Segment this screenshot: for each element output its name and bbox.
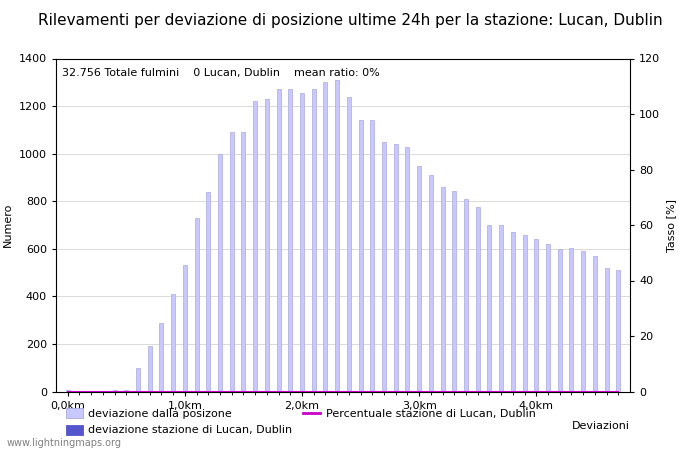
Bar (382, 142, 386, 392)
Bar (558, 249, 562, 392)
Y-axis label: Numero: Numero (4, 203, 13, 247)
Bar (358, 120, 363, 392)
Bar (265, 99, 269, 392)
Bar (616, 270, 620, 392)
Bar (171, 294, 175, 392)
Bar (440, 187, 444, 392)
Bar (288, 90, 293, 392)
Bar (124, 390, 128, 392)
Bar (241, 132, 246, 392)
Text: www.lightningmaps.org: www.lightningmaps.org (7, 438, 122, 448)
Bar (605, 268, 608, 392)
Bar (183, 266, 187, 392)
Bar (429, 175, 433, 392)
Bar (499, 225, 503, 392)
Bar (511, 232, 515, 392)
Bar (593, 256, 597, 392)
Bar (546, 244, 550, 392)
Y-axis label: Tasso [%]: Tasso [%] (666, 198, 675, 252)
Bar (346, 97, 351, 392)
Bar (534, 239, 538, 392)
Bar (113, 390, 117, 392)
Bar (452, 190, 456, 392)
Bar (476, 207, 480, 392)
Bar (218, 153, 222, 392)
Bar (230, 132, 234, 392)
Bar (405, 147, 409, 392)
Text: Rilevamenti per deviazione di posizione ultime 24h per la stazione: Lucan, Dubli: Rilevamenti per deviazione di posizione … (38, 14, 662, 28)
Bar (335, 80, 340, 392)
Bar (312, 90, 316, 392)
Bar (66, 390, 70, 392)
Bar (195, 218, 199, 392)
Bar (148, 346, 152, 392)
Bar (300, 93, 304, 392)
Bar (253, 101, 257, 392)
Bar (464, 199, 468, 392)
Bar (276, 90, 281, 392)
Bar (136, 368, 140, 392)
Legend: deviazione dalla posizone, deviazione stazione di Lucan, Dublin, Percentuale sta: deviazione dalla posizone, deviazione st… (62, 404, 540, 440)
Bar (323, 82, 328, 392)
Bar (393, 144, 398, 392)
Bar (417, 166, 421, 392)
Bar (487, 225, 491, 392)
Bar (581, 251, 585, 392)
Bar (569, 248, 573, 392)
Bar (370, 120, 374, 392)
Text: 32.756 Totale fulmini    0 Lucan, Dublin    mean ratio: 0%: 32.756 Totale fulmini 0 Lucan, Dublin me… (62, 68, 379, 78)
Bar (160, 323, 164, 392)
Bar (206, 192, 210, 392)
Bar (522, 234, 526, 392)
Text: Deviazioni: Deviazioni (572, 422, 630, 432)
